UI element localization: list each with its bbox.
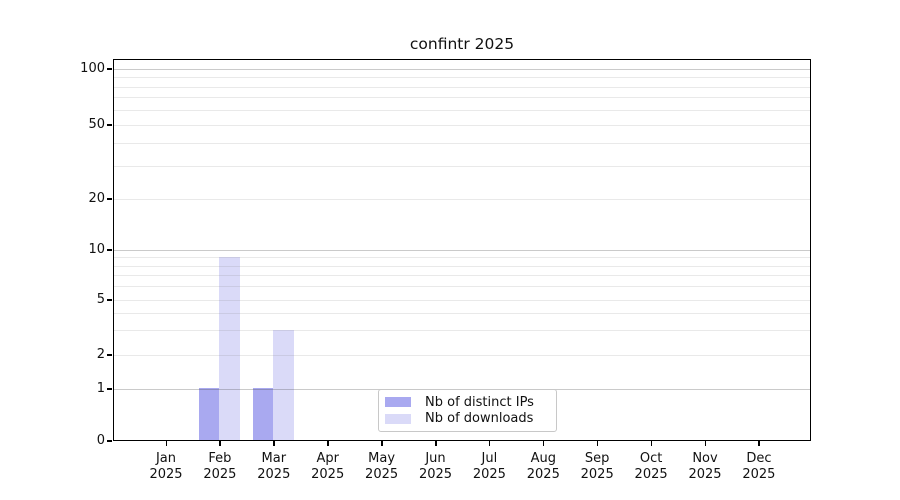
y-tick-label: 1 [96,381,105,396]
plot-area: Nb of distinct IPs Nb of downloads [113,59,811,441]
x-tick-label: Apr 2025 [311,451,345,482]
y-tick-mark [107,440,112,442]
x-tick-mark [219,441,221,446]
x-tick-label: Oct 2025 [634,451,668,482]
y-tick-label: 10 [88,242,105,257]
y-tick-mark [107,124,112,126]
y-tick-label: 2 [96,347,105,362]
gridline-minor [114,275,810,277]
x-tick-label: Feb 2025 [203,451,237,482]
gridline-minor [114,330,810,332]
x-tick-label: Jan 2025 [149,451,183,482]
x-tick-label: Sep 2025 [580,451,614,482]
y-tick-mark [107,68,112,70]
x-tick-mark [650,441,653,446]
x-tick-label: May 2025 [365,451,399,482]
gridline-minor [114,142,810,144]
gridline-minor [114,124,810,126]
gridline-minor [114,77,810,79]
y-tick-mark [107,249,112,251]
gridline-minor [114,97,810,99]
gridline-minor [114,109,810,111]
x-tick-mark [435,441,437,446]
y-tick-mark [107,354,112,356]
x-tick-label: Jun 2025 [418,451,453,482]
legend: Nb of distinct IPs Nb of downloads [378,389,557,432]
gridlines-layer [114,60,810,440]
y-tick-label: 0 [96,433,105,448]
x-tick-mark [381,441,383,446]
x-tick-label: Aug 2025 [526,451,560,482]
y-tick-label: 100 [80,61,105,76]
x-tick-mark [704,441,706,446]
gridline-minor [114,257,810,259]
y-tick-mark [107,388,112,390]
gridline-minor [114,165,810,167]
legend-label: Nb of distinct IPs [425,394,534,410]
legend-entry: Nb of downloads [385,411,548,427]
legend-swatch [385,413,411,424]
x-tick-label: Jul 2025 [472,451,506,482]
legend-label: Nb of downloads [425,411,534,427]
bars-layer [114,60,810,440]
gridline-minor [114,286,810,288]
gridline-minor [114,265,810,267]
x-tick-mark [327,441,329,446]
y-tick-mark [107,299,112,301]
x-tick-mark [758,441,760,446]
y-tick-label: 5 [96,292,105,307]
x-tick-mark [488,441,491,446]
y-tick-label: 20 [88,191,105,206]
gridline-minor [114,299,810,301]
y-tick-mark [107,198,112,200]
bar-downloads [273,329,294,440]
bar-distinct-ips [198,388,220,440]
chart-title: confintr 2025 [409,35,515,53]
gridline-major [114,68,810,70]
y-tick-label: 50 [88,117,105,132]
x-tick-mark [596,441,599,446]
gridline-major [114,249,810,251]
x-tick-label: Dec 2025 [742,451,776,482]
gridline-minor [114,312,810,314]
x-tick-mark [542,441,545,446]
x-tick-label: Mar 2025 [257,451,291,482]
gridline-minor [114,198,810,200]
legend-entry: Nb of distinct IPs [385,394,548,410]
x-tick-mark [273,441,275,446]
x-tick-mark [165,441,167,446]
legend-swatch [385,397,411,408]
x-tick-label: Nov 2025 [688,451,722,482]
bar-downloads [219,256,240,440]
bar-distinct-ips [252,388,274,440]
gridline-minor [114,354,810,356]
gridline-minor [114,86,810,88]
